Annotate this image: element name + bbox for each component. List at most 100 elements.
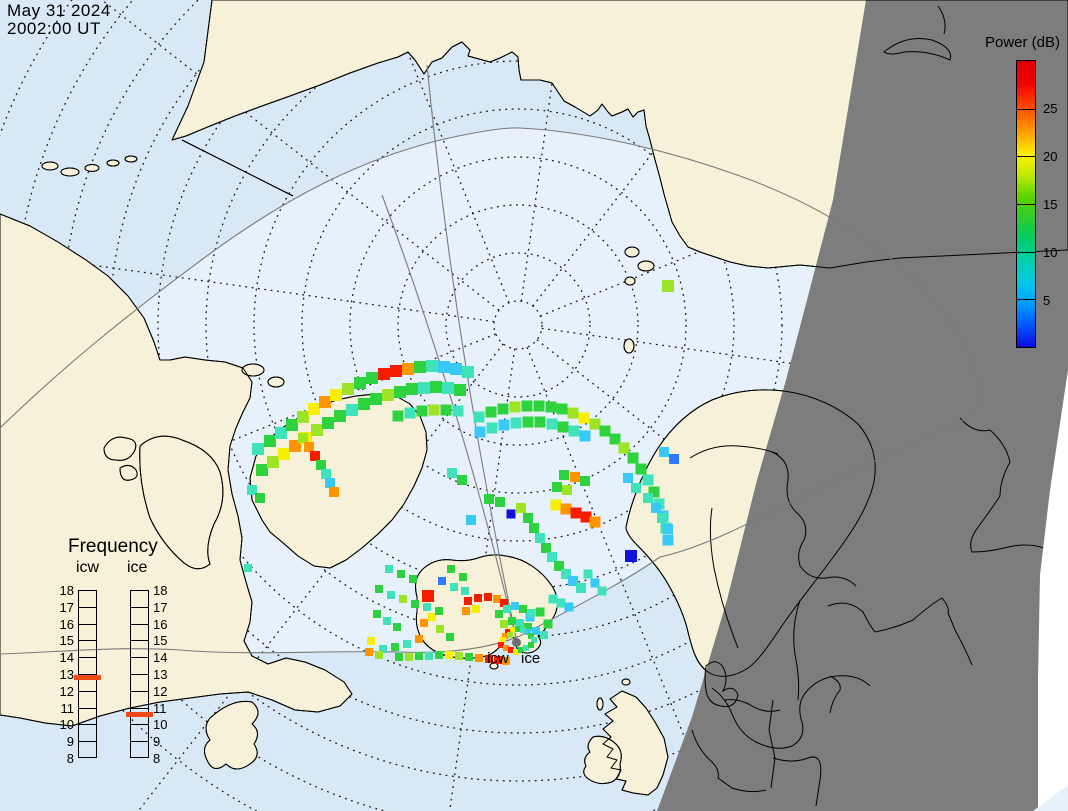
scatter-tile — [495, 610, 503, 618]
scatter-tile — [562, 485, 572, 495]
graticule-meridian — [526, 347, 716, 811]
ladder-rung — [79, 690, 96, 692]
island-bering-2 — [60, 167, 80, 177]
island-novaya-zemlya — [883, 5, 952, 61]
scatter-tile — [267, 456, 279, 468]
frequency-tick-label: 9 — [66, 734, 74, 750]
scatter-tile — [366, 372, 378, 384]
scatter-tile — [399, 595, 407, 603]
graticule-circle — [253, 60, 783, 590]
scatter-tile — [597, 586, 607, 596]
scatter-tile — [298, 433, 308, 443]
scatter-tile — [508, 647, 514, 653]
scatter-tile — [484, 494, 494, 504]
frequency-marker-icw — [74, 675, 101, 681]
scatter-tile — [554, 561, 564, 571]
ladder-rung — [131, 623, 148, 625]
ladder-rung — [79, 741, 96, 743]
night-coastlines — [689, 5, 1068, 807]
scatter-tile — [609, 433, 621, 445]
frequency-tick-label: 13 — [59, 667, 74, 682]
scatter-tile — [500, 620, 508, 628]
scatter-tile — [493, 595, 501, 603]
scatter-tile — [521, 400, 533, 412]
scatter-tile — [426, 360, 438, 372]
scatter-tile — [330, 389, 342, 401]
frequency-legend-title: Frequency — [68, 536, 158, 557]
scatter-tile — [625, 550, 637, 562]
scatter-tile — [474, 426, 486, 438]
colorbar-tick-label: 15 — [1043, 197, 1058, 212]
scatter-tile — [516, 503, 526, 513]
scatter-tile — [342, 383, 354, 395]
ladder-rung — [131, 640, 148, 642]
scatter-tile — [394, 386, 406, 398]
frequency-tick-label: 16 — [153, 616, 168, 632]
scatter-tile — [552, 482, 562, 492]
scatter-tile — [416, 405, 428, 417]
scatter-tile — [365, 648, 373, 656]
scatter-tile — [459, 573, 467, 581]
island-bering-4 — [106, 159, 120, 167]
scatter-tile — [462, 607, 470, 615]
frequency-tick-label: 18 — [59, 583, 74, 598]
scatter-tile — [507, 632, 513, 638]
colorbar-tick-label: 10 — [1043, 245, 1058, 260]
scatter-tile — [618, 442, 630, 454]
scatter-tile — [557, 421, 569, 433]
scatter-tile — [418, 382, 430, 394]
scatter-tile — [403, 640, 411, 648]
scatter-tile — [409, 575, 417, 583]
scatter-tile — [278, 448, 290, 460]
backscatter-tiles — [244, 280, 679, 665]
scatter-tile — [503, 645, 509, 651]
coast-baltic — [711, 675, 871, 749]
scatter-tile — [450, 583, 458, 591]
scatter-tile — [497, 403, 509, 415]
plot-outside-area — [1038, 370, 1068, 811]
island-bering-5 — [124, 155, 138, 163]
corner-background-wedge — [1033, 785, 1068, 811]
scatter-tile — [570, 507, 582, 519]
scatter-tile — [455, 652, 463, 660]
scatter-tile — [474, 594, 482, 602]
colorbar-tick — [1017, 299, 1035, 301]
graticule-meridian — [137, 343, 504, 811]
colorbar-tick-label: 25 — [1043, 101, 1058, 116]
scatter-tile — [415, 635, 423, 643]
island-newfoundland — [204, 700, 259, 770]
scatter-tile — [438, 577, 446, 585]
border-central-2 — [772, 756, 822, 807]
scatter-tile — [382, 389, 394, 401]
ladder-rung — [131, 690, 148, 692]
island-baffin-2 — [267, 376, 285, 388]
frequency-tick-label: 18 — [153, 583, 168, 598]
scatter-tile — [466, 515, 476, 525]
scatter-tile — [568, 425, 580, 437]
scatter-tile — [523, 645, 529, 651]
scatter-tile — [623, 473, 633, 483]
coast-kola — [689, 445, 779, 459]
scatter-tile — [498, 642, 504, 648]
scatter-tile — [528, 642, 534, 648]
island-svalbard-1 — [624, 246, 640, 258]
scatter-tile — [472, 605, 480, 613]
scatter-tile — [422, 590, 434, 602]
scatter-tile — [485, 406, 497, 418]
scatter-tile — [531, 637, 537, 643]
scatter-tile — [523, 513, 533, 523]
scatter-tile — [454, 384, 466, 396]
scatter-tile — [599, 425, 611, 437]
scatter-tile — [540, 631, 548, 639]
scatter-tile — [436, 625, 444, 633]
frequency-tick-label: 15 — [153, 633, 168, 649]
scatter-tile — [457, 475, 467, 485]
scatter-tile — [567, 407, 579, 419]
scatter-tile — [256, 464, 268, 476]
scatter-tile — [411, 600, 419, 608]
scatter-tile — [663, 524, 673, 534]
scatter-tile — [329, 487, 339, 497]
scatter-tile — [264, 435, 276, 447]
scatter-tile — [550, 499, 562, 511]
frequency-tick-label: 10 — [153, 717, 168, 733]
